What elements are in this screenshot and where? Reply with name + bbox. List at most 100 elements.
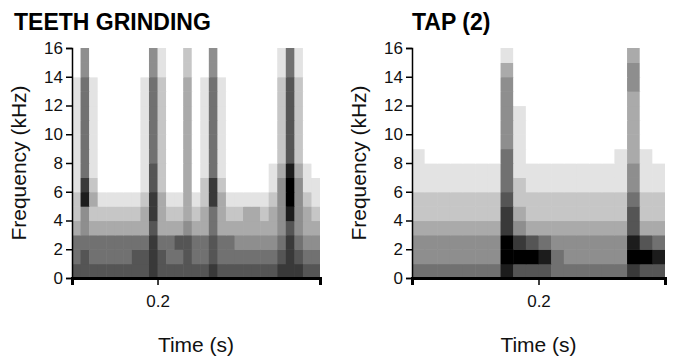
cell xyxy=(539,106,552,121)
cell xyxy=(123,177,132,192)
cell xyxy=(450,48,463,63)
cell xyxy=(175,163,184,178)
cell xyxy=(412,192,425,207)
cell xyxy=(183,91,192,106)
cell xyxy=(576,235,589,250)
cell xyxy=(115,62,124,77)
cell xyxy=(627,91,640,106)
cell xyxy=(277,48,286,63)
y-tick-mark xyxy=(66,192,72,194)
cell xyxy=(166,120,175,135)
cell xyxy=(463,249,476,264)
cell xyxy=(412,177,425,192)
cell xyxy=(425,206,438,221)
cell xyxy=(564,163,577,178)
cell xyxy=(72,62,81,77)
cell xyxy=(576,120,589,135)
cell xyxy=(183,120,192,135)
y-tick: 14 xyxy=(44,68,72,87)
cell xyxy=(72,206,81,221)
cell xyxy=(539,192,552,207)
cell xyxy=(501,163,514,178)
cell xyxy=(463,177,476,192)
cell xyxy=(269,77,278,92)
cell xyxy=(106,77,115,92)
y-tick-label: 4 xyxy=(54,211,63,230)
cell xyxy=(526,149,539,164)
cell xyxy=(243,149,252,164)
cell xyxy=(123,120,132,135)
cell xyxy=(437,235,450,250)
y-tick-label: 0 xyxy=(54,269,63,288)
cell xyxy=(81,163,90,178)
cell xyxy=(311,91,320,106)
cell xyxy=(132,163,141,178)
cell xyxy=(252,62,261,77)
x-axis-line xyxy=(73,279,321,286)
cell xyxy=(488,134,501,149)
cell xyxy=(526,120,539,135)
cell xyxy=(589,249,602,264)
cell xyxy=(123,62,132,77)
cell xyxy=(183,134,192,149)
cell xyxy=(277,106,286,121)
cell xyxy=(576,221,589,236)
cell xyxy=(106,192,115,207)
cell xyxy=(589,221,602,236)
cell xyxy=(192,91,201,106)
cell xyxy=(564,149,577,164)
cell xyxy=(450,206,463,221)
cell xyxy=(89,221,98,236)
cell xyxy=(217,62,226,77)
cell xyxy=(412,264,425,278)
cell xyxy=(106,206,115,221)
cell xyxy=(81,177,90,192)
cell xyxy=(627,48,640,63)
y-tick-label: 12 xyxy=(384,96,403,115)
cell xyxy=(501,106,514,121)
cell xyxy=(412,91,425,106)
cell xyxy=(589,149,602,164)
cell xyxy=(252,149,261,164)
cell xyxy=(526,235,539,250)
cell xyxy=(132,106,141,121)
cell xyxy=(513,177,526,192)
cell xyxy=(614,134,627,149)
cell xyxy=(158,48,167,63)
cell xyxy=(589,206,602,221)
cell xyxy=(115,77,124,92)
cell xyxy=(564,192,577,207)
cell xyxy=(412,206,425,221)
cell xyxy=(226,163,235,178)
cell xyxy=(627,163,640,178)
cell xyxy=(106,249,115,264)
cell xyxy=(209,106,218,121)
cell xyxy=(627,106,640,121)
cell xyxy=(513,235,526,250)
cell xyxy=(488,48,501,63)
cell xyxy=(294,77,303,92)
cell xyxy=(640,192,653,207)
cell xyxy=(158,77,167,92)
y-tick-label: 14 xyxy=(384,68,403,87)
cell xyxy=(226,120,235,135)
x-tick-mark xyxy=(157,278,159,285)
cell xyxy=(311,48,320,63)
cell xyxy=(209,48,218,63)
cell xyxy=(192,264,201,278)
cell xyxy=(614,192,627,207)
cell xyxy=(475,120,488,135)
cell xyxy=(81,120,90,135)
cell xyxy=(437,134,450,149)
cell xyxy=(463,149,476,164)
cell xyxy=(652,77,665,92)
cell xyxy=(286,264,295,278)
cell xyxy=(123,91,132,106)
cell xyxy=(140,221,149,236)
cell xyxy=(200,221,209,236)
cell xyxy=(412,120,425,135)
figure: 02468101214160.2TEETH GRINDINGTime (s)Fr… xyxy=(0,0,685,364)
cell xyxy=(501,206,514,221)
cell xyxy=(303,192,312,207)
cell xyxy=(140,264,149,278)
